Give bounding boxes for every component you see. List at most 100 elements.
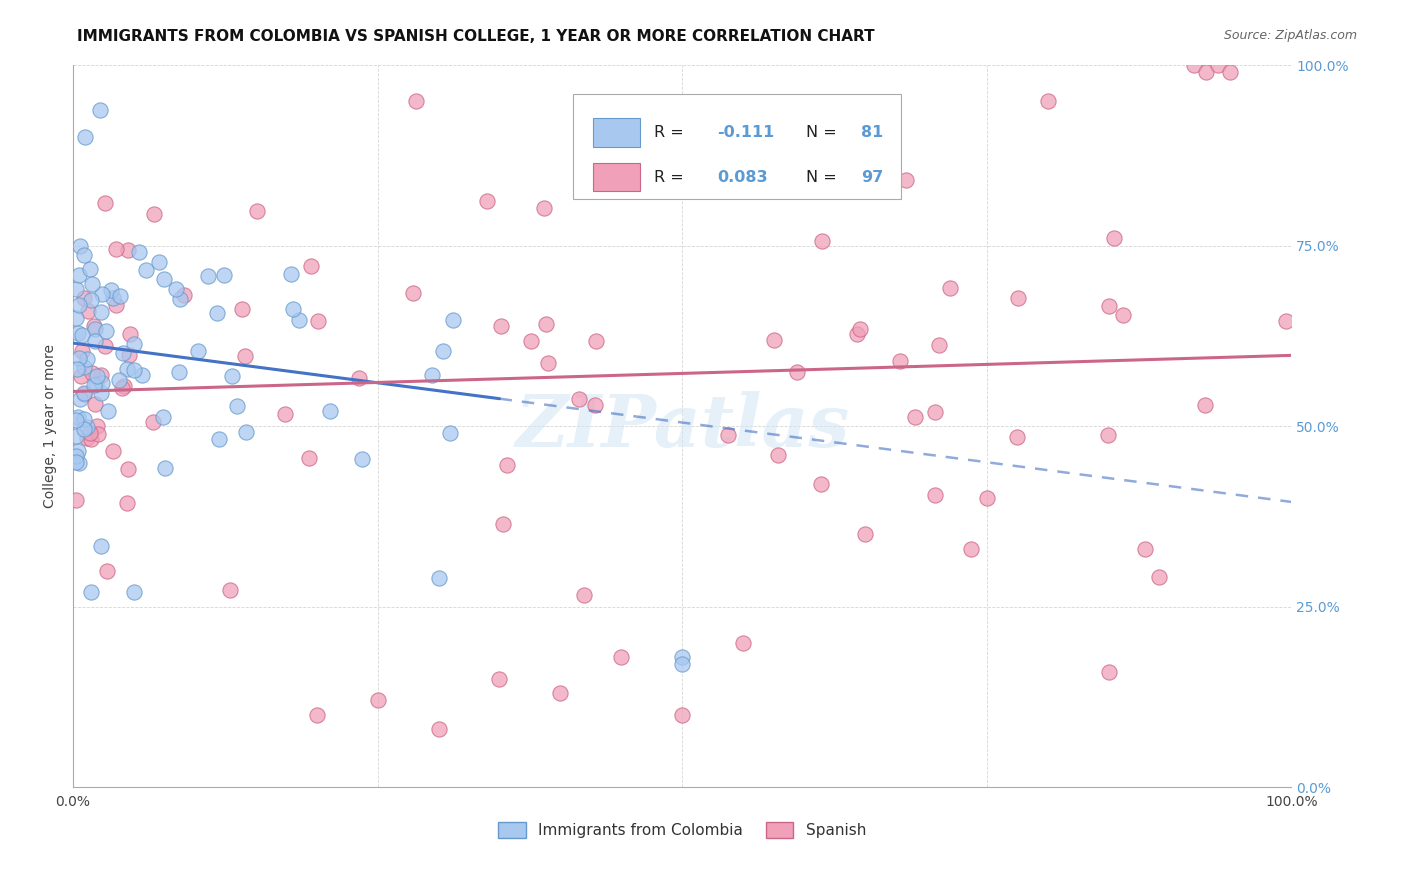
Point xyxy=(319,404,342,418)
Legend: Immigrants from Colombia, Spanish: Immigrants from Colombia, Spanish xyxy=(492,816,872,845)
Point xyxy=(169,366,191,380)
Point xyxy=(76,352,98,367)
Point xyxy=(90,539,112,553)
Point xyxy=(305,708,328,723)
Point xyxy=(73,385,96,400)
Point xyxy=(112,345,135,359)
Point xyxy=(135,263,157,277)
Point xyxy=(350,451,373,466)
Point xyxy=(420,368,443,382)
Point xyxy=(90,385,112,400)
Point xyxy=(66,362,89,376)
Text: N =: N = xyxy=(807,169,842,185)
Point xyxy=(65,450,87,464)
Point xyxy=(939,280,962,294)
Point xyxy=(72,422,94,436)
Point xyxy=(148,255,170,269)
Point xyxy=(763,333,786,347)
Text: 0.083: 0.083 xyxy=(717,169,768,185)
Point xyxy=(152,410,174,425)
Point xyxy=(70,344,93,359)
Point xyxy=(111,381,134,395)
Point xyxy=(245,204,267,219)
Point xyxy=(402,286,425,301)
Point xyxy=(84,376,107,391)
Point xyxy=(67,351,90,366)
Point xyxy=(73,248,96,262)
Point xyxy=(117,243,139,257)
Point xyxy=(108,289,131,303)
Point xyxy=(1097,428,1119,442)
Point xyxy=(1102,231,1125,245)
Point xyxy=(77,304,100,318)
Point xyxy=(846,327,869,342)
Point xyxy=(298,450,321,465)
Point xyxy=(439,426,461,441)
Point xyxy=(117,462,139,476)
Point xyxy=(69,239,91,253)
Point xyxy=(97,404,120,418)
Point xyxy=(122,585,145,599)
Point xyxy=(100,283,122,297)
Point xyxy=(72,411,94,425)
Point xyxy=(536,355,558,369)
Point xyxy=(80,432,103,446)
Point xyxy=(283,301,305,316)
Point xyxy=(118,348,141,362)
Point xyxy=(280,267,302,281)
Point xyxy=(104,242,127,256)
Point xyxy=(1098,299,1121,313)
Point xyxy=(786,365,808,379)
Point xyxy=(84,334,107,349)
Point xyxy=(79,426,101,441)
Point xyxy=(94,339,117,353)
Point xyxy=(1036,94,1059,108)
Point xyxy=(70,369,93,384)
Point xyxy=(231,301,253,316)
Point xyxy=(347,371,370,385)
Point xyxy=(153,461,176,475)
Point xyxy=(131,368,153,382)
Point xyxy=(585,334,607,348)
Point xyxy=(1147,570,1170,584)
Point xyxy=(717,428,740,442)
Point xyxy=(849,322,872,336)
Point xyxy=(67,410,90,425)
Point xyxy=(112,378,135,392)
Point xyxy=(226,399,249,413)
Point xyxy=(1112,308,1135,322)
Point xyxy=(65,282,87,296)
Point xyxy=(105,298,128,312)
Point xyxy=(84,322,107,336)
Point xyxy=(75,130,97,145)
Point xyxy=(96,564,118,578)
Point xyxy=(432,344,454,359)
Point xyxy=(214,268,236,282)
Text: 97: 97 xyxy=(862,169,883,185)
Point xyxy=(67,444,90,458)
Point xyxy=(610,650,633,665)
Point xyxy=(208,432,231,446)
Point xyxy=(768,448,790,462)
Text: R =: R = xyxy=(654,125,689,140)
Text: -0.111: -0.111 xyxy=(717,125,775,140)
Point xyxy=(65,413,87,427)
Bar xyxy=(593,118,640,146)
Point xyxy=(76,431,98,445)
Point xyxy=(810,476,832,491)
Point xyxy=(83,397,105,411)
Bar xyxy=(593,162,640,192)
Point xyxy=(173,287,195,301)
Text: R =: R = xyxy=(654,169,689,185)
Point xyxy=(83,377,105,392)
Point xyxy=(128,245,150,260)
Point xyxy=(568,392,591,406)
Point xyxy=(765,156,787,170)
FancyBboxPatch shape xyxy=(572,94,901,199)
Point xyxy=(488,672,510,686)
Text: Source: ZipAtlas.com: Source: ZipAtlas.com xyxy=(1223,29,1357,42)
Point xyxy=(96,324,118,338)
Point xyxy=(904,409,927,424)
Point xyxy=(65,493,87,508)
Point xyxy=(89,103,111,118)
